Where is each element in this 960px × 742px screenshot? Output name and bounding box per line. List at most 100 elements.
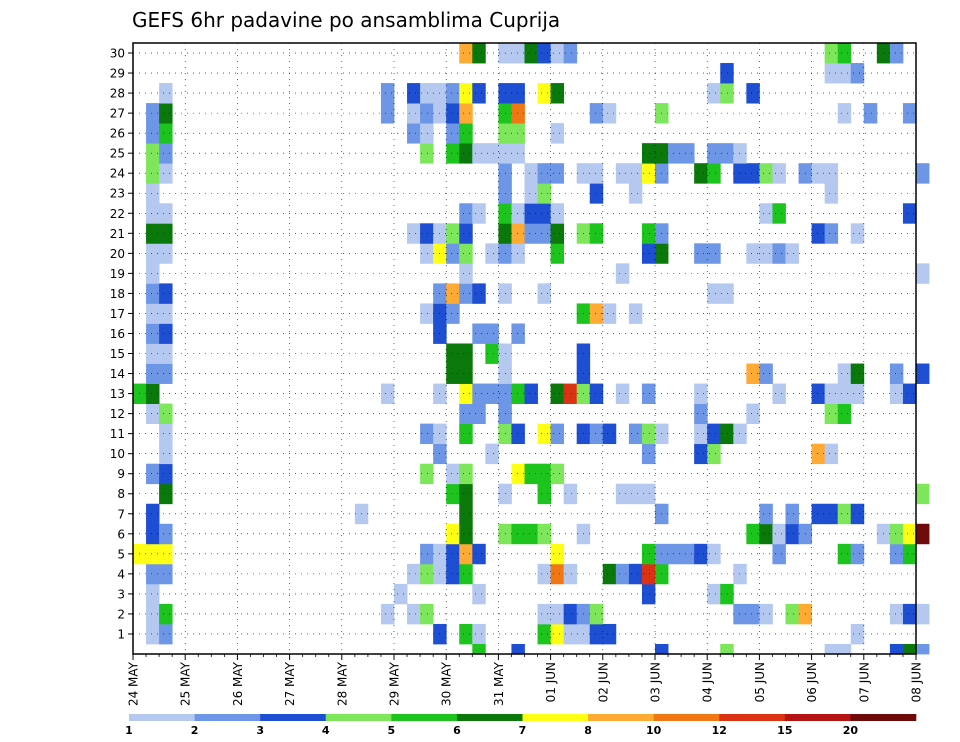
heatmap-cell (511, 643, 525, 655)
heatmap-cell (746, 363, 760, 384)
heatmap-cell (159, 523, 173, 545)
heatmap-cell (720, 143, 734, 164)
heatmap-cell (459, 143, 473, 164)
y-tick-label: 23 (110, 187, 125, 201)
heatmap-cell (550, 123, 565, 144)
heatmap-cell (472, 643, 486, 655)
heatmap-cell (511, 43, 525, 64)
y-tick-label: 6 (117, 527, 125, 541)
heatmap-cell (889, 363, 904, 384)
heatmap-cell (550, 43, 565, 64)
heatmap-cell (159, 323, 173, 344)
heatmap-cell (159, 543, 173, 565)
heatmap-cell (615, 483, 630, 505)
heatmap-cell (446, 223, 460, 244)
heatmap-cell (615, 163, 630, 184)
y-tick-label: 27 (110, 107, 125, 121)
heatmap-cell (146, 583, 160, 605)
heatmap-cell (511, 143, 525, 164)
heatmap-cell (446, 563, 460, 585)
heatmap-cell (420, 303, 434, 324)
colorbar-label: 6 (453, 724, 461, 737)
heatmap-cell (681, 543, 695, 565)
heatmap-cell (446, 343, 460, 364)
heatmap-cell (824, 183, 839, 204)
heatmap-cell (694, 543, 708, 565)
heatmap-cell (472, 83, 486, 104)
heatmap-cell (472, 583, 486, 605)
heatmap-cell (459, 343, 473, 364)
heatmap-cell (850, 623, 865, 645)
heatmap-cell (146, 503, 160, 525)
y-tick-label: 17 (110, 307, 125, 321)
heatmap-cell (563, 603, 578, 625)
heatmap-cell (785, 603, 799, 625)
heatmap-cell (407, 563, 421, 585)
heatmap-cell (850, 383, 865, 404)
heatmap-cell (550, 603, 565, 625)
heatmap-cell (628, 563, 643, 585)
heatmap-cell (550, 463, 565, 485)
heatmap-cell (563, 563, 578, 585)
y-tick-label: 8 (117, 487, 125, 501)
heatmap-cell (511, 523, 525, 545)
y-tick-label: 25 (110, 147, 125, 161)
heatmap-cell (446, 463, 460, 485)
heatmap-cell (459, 503, 473, 525)
heatmap-cell (550, 163, 565, 184)
y-tick-label: 29 (110, 67, 125, 81)
heatmap-cell (472, 203, 486, 224)
heatmap-cell (746, 603, 760, 625)
y-tick-label: 24 (110, 167, 125, 181)
chart-title: GEFS 6hr padavine po ansamblima Cuprija (132, 8, 560, 32)
heatmap-cell (889, 43, 904, 64)
heatmap-cell (550, 83, 565, 104)
heatmap-cell (720, 83, 734, 104)
heatmap-cell (733, 163, 747, 184)
heatmap-cells (133, 43, 930, 655)
heatmap-cell (146, 603, 160, 625)
heatmap-cell (785, 243, 799, 264)
x-tick-label: 01 JUN (544, 662, 558, 702)
heatmap-cell (759, 523, 773, 545)
heatmap-cell (550, 203, 565, 224)
heatmap-cell (655, 643, 669, 655)
colorbar-label: 1 (125, 724, 133, 737)
heatmap-cell (759, 603, 773, 625)
heatmap-cell (681, 143, 695, 164)
heatmap-cell (159, 203, 173, 224)
heatmap-cell (889, 603, 904, 625)
y-tick-label: 19 (110, 267, 125, 281)
heatmap-cell (511, 323, 525, 344)
heatmap-cell (824, 43, 839, 64)
heatmap-cell (524, 463, 538, 485)
heatmap-cell (459, 283, 473, 304)
y-tick-label: 18 (110, 287, 125, 301)
heatmap-cell (759, 503, 773, 525)
heatmap-cell (459, 223, 473, 244)
heatmap-cell (902, 383, 917, 404)
heatmap-cell (159, 403, 173, 425)
heatmap-cell (459, 103, 473, 124)
x-tick-label: 29 MAY (388, 661, 402, 706)
heatmap-cell (837, 643, 852, 655)
heatmap-cell (159, 603, 173, 625)
heatmap-cell (537, 523, 551, 545)
heatmap-cell (916, 643, 930, 655)
heatmap-cell (407, 603, 421, 625)
heatmap-cell (446, 363, 460, 384)
heatmap-cell (720, 63, 734, 84)
y-tick-label: 4 (117, 567, 125, 581)
heatmap-cell (446, 543, 460, 565)
heatmap-cell (146, 403, 160, 425)
y-tick-label: 30 (110, 47, 125, 61)
heatmap-cell (459, 203, 473, 224)
heatmap-cell (746, 523, 760, 545)
heatmap-cell (146, 623, 160, 645)
heatmap-cell (511, 463, 525, 485)
y-tick-label: 12 (110, 407, 125, 421)
heatmap-cell (159, 343, 173, 364)
heatmap-cell (850, 223, 865, 244)
y-tick-label: 10 (110, 447, 125, 461)
heatmap-cell (733, 423, 747, 445)
